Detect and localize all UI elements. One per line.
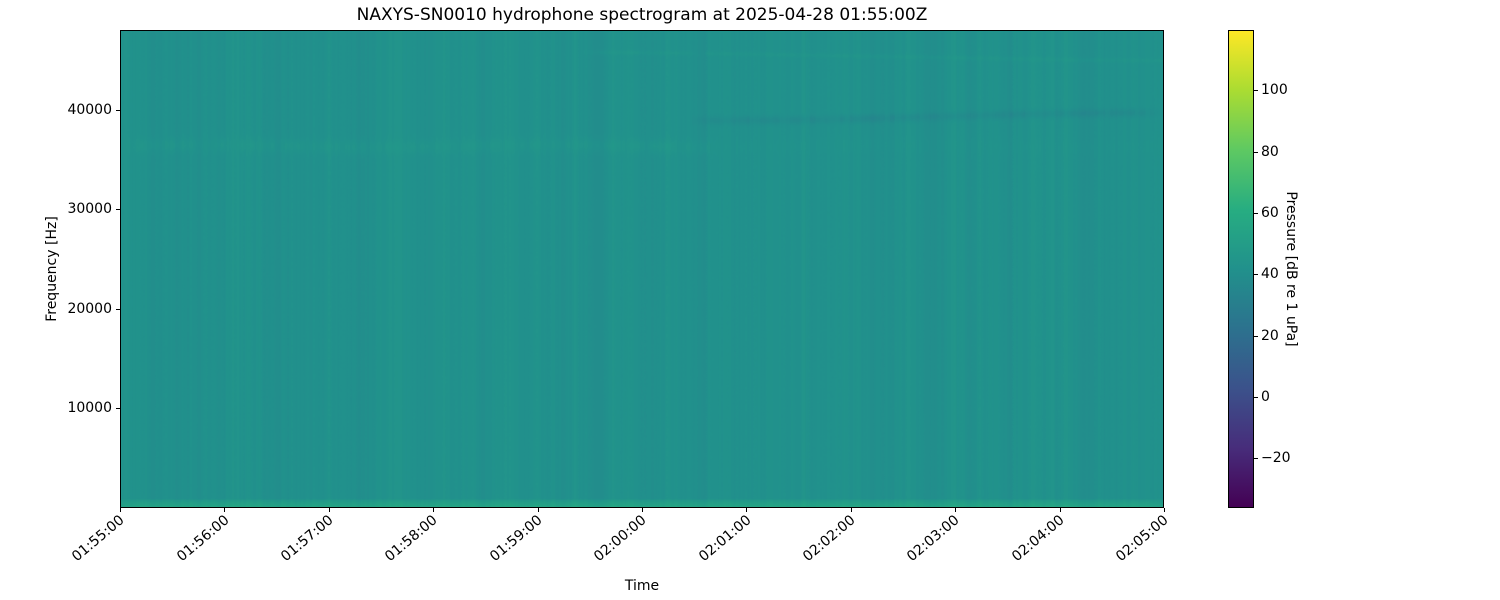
x-tick-mark <box>642 508 643 512</box>
colorbar-tick-mark <box>1254 458 1258 460</box>
x-tick-mark <box>955 508 957 512</box>
colorbar-tick-label: 60 <box>1261 205 1279 222</box>
colorbar-tick-mark <box>1254 213 1258 215</box>
colorbar <box>1228 30 1254 508</box>
colorbar-tick-mark <box>1254 274 1258 276</box>
y-tick-label: 40000 <box>67 101 112 118</box>
colorbar-tick-label: 20 <box>1261 327 1279 344</box>
x-tick-mark <box>1164 508 1165 512</box>
y-tick-label: 10000 <box>67 400 112 417</box>
colorbar-tick-mark <box>1254 335 1258 337</box>
y-tick-label: 20000 <box>67 300 112 317</box>
colorbar-label: Pressure [dB re 1 uPa] <box>1283 191 1299 347</box>
colorbar-tick-mark <box>1254 151 1258 153</box>
colorbar-tick-mark <box>1254 397 1258 398</box>
colorbar-tick-label: 40 <box>1261 266 1279 283</box>
colorbar-tick-label: 80 <box>1261 143 1279 160</box>
colorbar-tick-mark <box>1254 90 1258 92</box>
y-tick-label: 30000 <box>67 201 112 218</box>
plot-title: NAXYS-SN0010 hydrophone spectrogram at 2… <box>356 5 928 25</box>
spectrogram-heatmap <box>120 30 1164 508</box>
colorbar-tick-label: −20 <box>1261 450 1291 467</box>
y-tick-mark <box>116 408 120 410</box>
x-tick-mark <box>433 508 435 512</box>
y-tick-mark <box>116 109 120 111</box>
colorbar-tick-label: 0 <box>1261 389 1270 405</box>
x-tick-mark <box>1059 508 1061 512</box>
x-tick-mark <box>328 508 330 512</box>
x-tick-mark <box>850 508 852 512</box>
y-tick-mark <box>116 209 120 211</box>
colorbar-tick-label: 100 <box>1261 82 1288 99</box>
y-tick-mark <box>116 308 120 310</box>
x-axis-label: Time <box>624 578 660 594</box>
x-tick-mark <box>537 508 539 512</box>
x-tick-mark <box>224 508 226 512</box>
x-tick-mark <box>746 508 748 512</box>
x-tick-mark <box>120 508 121 512</box>
